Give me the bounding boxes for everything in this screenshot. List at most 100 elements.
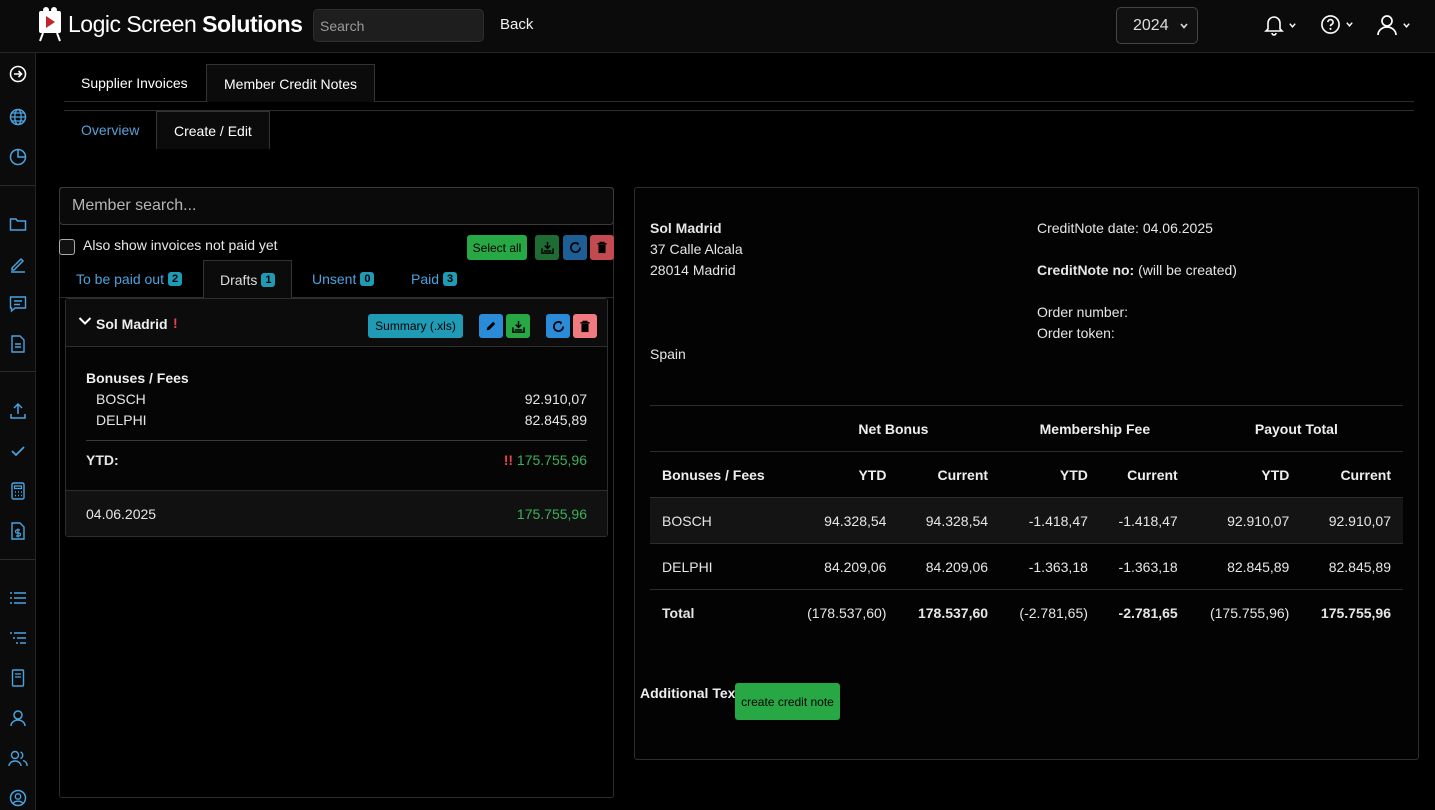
- column-header: Current: [1301, 451, 1403, 498]
- refresh-button[interactable]: [546, 314, 570, 338]
- refresh-all-button[interactable]: [563, 235, 587, 260]
- tab-label: Drafts: [220, 271, 258, 288]
- edit-button[interactable]: [479, 314, 503, 338]
- create-credit-note-button[interactable]: create credit note: [735, 683, 840, 720]
- folder-icon[interactable]: [8, 214, 28, 234]
- section-title: Bonuses / Fees: [86, 370, 189, 386]
- row-value: 92.910,07: [524, 391, 587, 407]
- delete-button[interactable]: [573, 314, 597, 338]
- year-select[interactable]: 2024: [1116, 7, 1198, 44]
- chevron-down-icon: [1346, 22, 1353, 27]
- pencil-icon: [486, 321, 496, 331]
- pie-chart-icon[interactable]: [8, 147, 28, 167]
- tab-paid[interactable]: Paid 3: [395, 260, 473, 298]
- creditnote-number: CreditNote no: (will be created): [1037, 262, 1237, 278]
- table-cell: (175.755,96): [1189, 589, 1302, 636]
- brand-name: Logic Screen Solutions: [68, 10, 303, 37]
- column-header: Bonuses / Fees: [650, 451, 787, 498]
- tab-member-credit-notes[interactable]: Member Credit Notes: [206, 64, 376, 102]
- also-show-label: Also show invoices not paid yet: [83, 237, 278, 253]
- sidebar-divider: [0, 185, 36, 186]
- member-card: Sol Madrid ! Summary (.xls) Bonuses / Fe…: [65, 298, 608, 537]
- download-button[interactable]: [506, 314, 530, 338]
- tab-unsent[interactable]: Unsent 0: [296, 260, 390, 298]
- refresh-icon: [552, 320, 564, 332]
- person-icon[interactable]: [8, 708, 28, 728]
- table-cell: DELPHI: [650, 543, 787, 590]
- select-all-button[interactable]: Select all: [467, 235, 527, 260]
- tab-supplier-invoices[interactable]: Supplier Invoices: [81, 75, 188, 91]
- download-icon: [511, 320, 525, 333]
- table-cell: 82.845,89: [1301, 543, 1403, 590]
- table-cell: 94.328,54: [898, 497, 1001, 544]
- member-card-header: Sol Madrid ! Summary (.xls): [66, 299, 607, 347]
- search-input[interactable]: [313, 9, 484, 42]
- row-name: BOSCH: [96, 391, 146, 407]
- column-header: Current: [898, 451, 1001, 498]
- date-row[interactable]: 04.06.2025 175.755,96: [66, 490, 607, 536]
- back-link[interactable]: Back: [500, 16, 534, 33]
- list-indent-icon[interactable]: [8, 628, 28, 648]
- table-cell: 84.209,06: [786, 543, 899, 590]
- ytd-value: 175.755,96: [516, 452, 587, 468]
- pencil-icon[interactable]: [8, 254, 28, 274]
- ytd-alert: !!: [503, 452, 514, 468]
- check-icon[interactable]: [8, 441, 28, 461]
- bell-icon: [1264, 16, 1284, 36]
- logo[interactable]: Logic Screen Solutions: [36, 6, 303, 42]
- column-header-row: Bonuses / Fees YTD Current YTD Current Y…: [650, 451, 1403, 498]
- creditnote-date: CreditNote date: 04.06.2025: [1037, 220, 1213, 236]
- table-row: BOSCH 94.328,54 94.328,54 -1.418,47 -1.4…: [650, 497, 1403, 544]
- address-name: Sol Madrid: [650, 220, 722, 236]
- credit-note-table: Net Bonus Membership Fee Payout Total Bo…: [650, 405, 1403, 636]
- alert-mark: !: [173, 315, 178, 331]
- row-value: 82.845,89: [524, 412, 587, 428]
- also-show-checkbox[interactable]: [59, 239, 75, 255]
- user-menu[interactable]: [1376, 14, 1411, 36]
- chevron-down-icon: [1403, 22, 1410, 28]
- count-badge: 2: [167, 272, 183, 286]
- tab-to-be-paid-out[interactable]: To be paid out 2: [60, 260, 198, 298]
- table-cell: 92.910,07: [1301, 497, 1403, 544]
- invoice-dollar-icon[interactable]: [8, 521, 28, 541]
- member-search-input[interactable]: [59, 187, 614, 225]
- group-header: Membership Fee: [1000, 405, 1190, 452]
- people-icon[interactable]: [8, 748, 28, 768]
- notifications-menu[interactable]: [1264, 14, 1297, 36]
- delete-all-button[interactable]: [590, 235, 614, 260]
- document-icon[interactable]: [8, 334, 28, 354]
- summary-xls-button[interactable]: Summary (.xls): [368, 314, 463, 338]
- tab-create-edit[interactable]: Create / Edit: [156, 111, 270, 149]
- refresh-icon: [569, 241, 581, 253]
- download-icon: [540, 241, 554, 254]
- tab-drafts[interactable]: Drafts 1: [203, 260, 293, 298]
- user-circle-icon[interactable]: [8, 788, 28, 808]
- tab-overview[interactable]: Overview: [81, 122, 140, 138]
- count-badge: 0: [360, 272, 375, 286]
- year-value: 2024: [1133, 16, 1169, 34]
- globe-icon[interactable]: [8, 107, 28, 127]
- table-cell: -1.418,47: [1099, 497, 1190, 544]
- arrow-right-circle-icon[interactable]: [8, 64, 28, 84]
- download-all-button[interactable]: [535, 235, 559, 260]
- upload-icon[interactable]: [8, 401, 28, 421]
- sub-tabs: Overview Create / Edit: [64, 110, 1414, 149]
- book-icon[interactable]: [8, 668, 28, 688]
- table-cell: -1.363,18: [1099, 543, 1190, 590]
- trash-icon: [597, 241, 607, 254]
- logo-icon: [39, 7, 61, 42]
- table-cell: (178.537,60): [786, 589, 899, 636]
- column-header: Current: [1099, 451, 1190, 498]
- chevron-down-icon[interactable]: [78, 316, 92, 326]
- user-icon: [1377, 15, 1397, 36]
- list-icon[interactable]: [8, 588, 28, 608]
- table-cell: -1.418,47: [1000, 497, 1100, 544]
- help-menu[interactable]: [1320, 14, 1354, 35]
- chevron-down-icon: [1180, 23, 1188, 29]
- calculator-icon[interactable]: [8, 481, 28, 501]
- table-cell: 84.209,06: [898, 543, 1001, 590]
- order-number: Order number:: [1037, 304, 1129, 320]
- message-icon[interactable]: [8, 294, 28, 314]
- table-cell: BOSCH: [650, 497, 787, 544]
- top-bar: Logic Screen Solutions Back 2024: [0, 0, 1435, 53]
